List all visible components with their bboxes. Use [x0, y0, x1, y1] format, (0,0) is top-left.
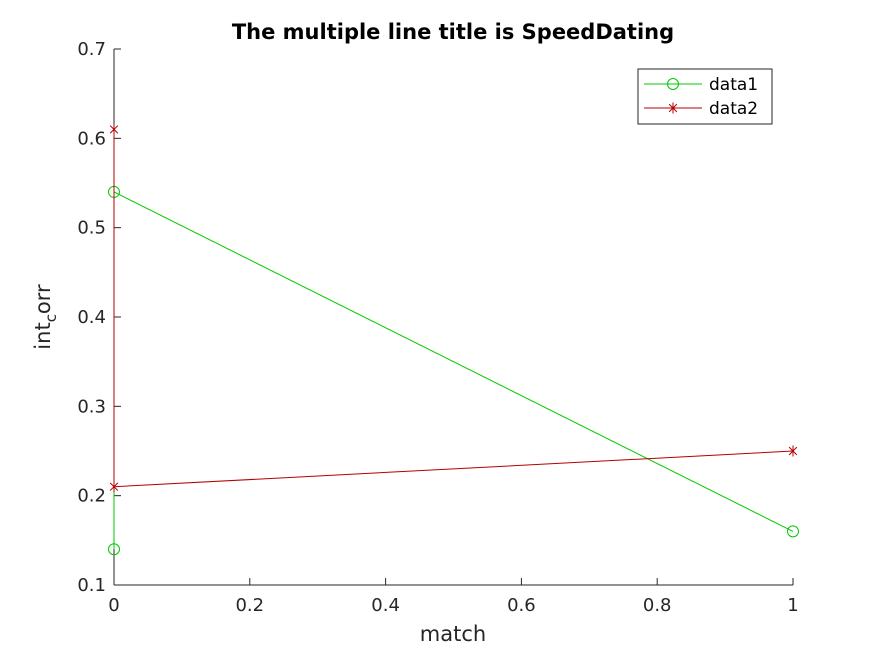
y-ticks: 0.1 0.2 0.3 0.4 0.5 0.6 0.7 — [77, 39, 121, 596]
x-tick-label: 1 — [787, 595, 798, 616]
y-tick-label: 0.3 — [77, 396, 106, 417]
y-axis-label-rest: orr — [31, 284, 55, 314]
series-layer — [108, 123, 799, 556]
series-line-data1 — [113, 191, 794, 550]
series-data2 — [109, 123, 798, 493]
y-tick-label: 0.7 — [77, 39, 106, 60]
series-data1 — [108, 185, 799, 556]
data-point-data1 — [787, 525, 799, 538]
y-axis-label-main: int — [31, 322, 55, 349]
axes — [113, 49, 793, 586]
chart-title: The multiple line title is SpeedDating — [232, 20, 674, 44]
data-point-data2 — [109, 481, 119, 493]
legend-label: data2 — [709, 99, 758, 119]
x-ticks: 0 0.2 0.4 0.6 0.8 1 — [108, 578, 799, 616]
x-tick-label: 0.4 — [371, 595, 400, 616]
y-tick-label: 0.6 — [77, 128, 106, 149]
y-axis-label-subscript: c — [42, 314, 60, 322]
x-axis-label: match — [420, 622, 486, 646]
x-tick-label: 0.8 — [643, 595, 672, 616]
x-tick-label: 0.6 — [507, 595, 536, 616]
data-point-data1 — [108, 543, 120, 556]
y-tick-label: 0.2 — [77, 486, 106, 507]
y-tick-label: 0.5 — [77, 218, 106, 239]
legend-box — [637, 68, 773, 125]
x-tick-label: 0 — [108, 595, 119, 616]
legend-marker-data1 — [667, 78, 679, 90]
legend-marker-data2 — [668, 102, 678, 114]
y-axis-label: intcorr — [31, 284, 60, 350]
x-tick-label: 0.2 — [235, 595, 264, 616]
legend-item-data2: data2 — [644, 99, 758, 119]
legend: data1 data2 — [637, 68, 773, 125]
legend-item-data1: data1 — [644, 75, 758, 95]
y-tick-label: 0.4 — [77, 307, 106, 328]
data-point-data2 — [788, 445, 798, 457]
legend-label: data1 — [709, 75, 758, 95]
y-tick-label: 0.1 — [77, 575, 106, 596]
data-point-data2 — [109, 123, 119, 135]
series-line-data2 — [113, 129, 794, 488]
